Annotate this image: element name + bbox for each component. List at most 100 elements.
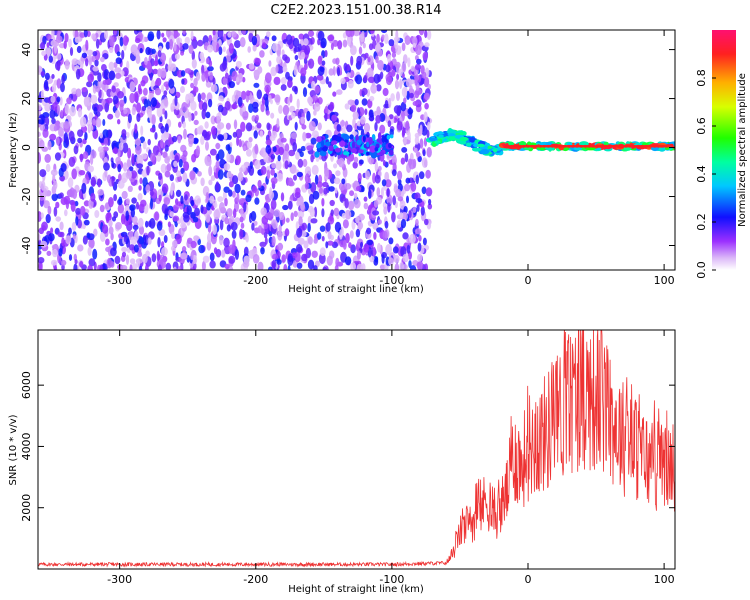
- heatmap-noise-cell: [209, 72, 213, 81]
- heatmap-noise-cell: [138, 225, 145, 235]
- heatmap-noise-cell: [196, 126, 203, 135]
- heatmap-noise-cell: [368, 43, 374, 51]
- heatmap-noise-cell: [108, 219, 113, 227]
- heatmap-noise-cell: [287, 200, 293, 210]
- heatmap-noise-cell: [127, 113, 132, 124]
- heatmap-noise-cell: [369, 95, 375, 102]
- heatmap-noise-cell: [88, 124, 94, 132]
- heatmap-noise-cell: [239, 167, 243, 173]
- heatmap-noise-cell: [231, 103, 238, 110]
- heatmap-noise-cell: [375, 55, 379, 64]
- heatmap-noise-cell: [313, 109, 317, 116]
- heatmap-noise-cell: [225, 122, 231, 130]
- heatmap-noise-cell: [280, 137, 287, 143]
- heatmap-noise-cell: [246, 149, 252, 157]
- heatmap-noise-cell: [77, 244, 84, 252]
- heatmap-noise-cell: [229, 141, 233, 148]
- heatmap-noise-cell: [311, 250, 318, 258]
- heatmap-noise-cell: [296, 262, 303, 269]
- heatmap-noise-cell: [197, 39, 204, 47]
- heatmap-noise-cell: [151, 253, 157, 263]
- heatmap-noise-cell: [185, 93, 190, 104]
- heatmap-noise-cell: [169, 38, 174, 50]
- heatmap-ridge-cell: [574, 144, 580, 148]
- heatmap-noise-cell: [233, 208, 237, 219]
- heatmap-noise-cell: [90, 94, 98, 105]
- heatmap-noise-cell: [409, 92, 414, 99]
- heatmap-noise-cell: [375, 115, 381, 124]
- heatmap-noise-cell: [338, 157, 345, 168]
- heatmap-noise-cell: [51, 193, 58, 202]
- heatmap-echo-cell: [356, 139, 362, 146]
- heatmap-noise-cell: [271, 130, 278, 139]
- colorbar-tick-label: 0.0: [695, 261, 708, 279]
- heatmap-echo-cell: [322, 146, 328, 152]
- heatmap-noise-cell: [223, 237, 230, 248]
- heatmap-noise-cell: [263, 231, 268, 239]
- heatmap-noise-cell: [299, 151, 304, 158]
- heatmap-noise-cell: [145, 263, 149, 270]
- heatmap-noise-cell: [247, 140, 252, 149]
- heatmap-noise-cell: [64, 32, 69, 43]
- heatmap-noise-cell: [99, 132, 103, 139]
- heatmap-noise-cell: [366, 227, 372, 235]
- snr-x-label: Height of straight line (km): [288, 584, 424, 595]
- heatmap-noise-cell: [69, 47, 74, 56]
- heatmap-noise-cell: [368, 115, 375, 122]
- heatmap-noise-cell: [113, 62, 118, 68]
- heatmap-noise-cell: [298, 33, 305, 40]
- heatmap-noise-cell: [237, 96, 243, 107]
- heatmap-noise-cell: [318, 187, 323, 194]
- heatmap-noise-cell: [188, 134, 195, 145]
- heatmap-noise-cell: [92, 51, 98, 57]
- heatmap-noise-cell: [384, 171, 390, 182]
- heatmap-noise-cell: [208, 179, 213, 186]
- heatmap-noise-cell: [190, 240, 197, 249]
- heatmap-noise-cell: [407, 57, 411, 68]
- heatmap-noise-cell: [312, 95, 318, 101]
- heatmap-noise-cell: [284, 143, 290, 153]
- heatmap-noise-cell: [56, 53, 62, 61]
- heatmap-noise-cell: [226, 170, 232, 178]
- heatmap-noise-cell: [102, 119, 106, 126]
- heatmap-noise-cell: [237, 171, 244, 182]
- heatmap-noise-cell: [129, 258, 136, 265]
- heatmap-noise-cell: [372, 222, 379, 230]
- heatmap-echo-cell: [374, 147, 379, 152]
- heatmap-noise-cell: [195, 145, 201, 156]
- heatmap-ridge-cell: [655, 144, 662, 148]
- heatmap-noise-cell: [314, 85, 320, 94]
- heatmap-noise-cell: [311, 80, 316, 90]
- heatmap-noise-cell: [163, 90, 168, 96]
- heatmap-noise-cell: [241, 30, 246, 36]
- heatmap-noise-cell: [424, 218, 429, 226]
- heatmap-noise-cell: [200, 92, 206, 101]
- heatmap-noise-cell: [147, 237, 152, 245]
- heatmap-noise-cell: [97, 146, 104, 153]
- heatmap-noise-cell: [299, 238, 304, 246]
- heatmap-noise-cell: [236, 192, 240, 204]
- heatmap-noise-cell: [149, 73, 153, 81]
- heatmap-noise-cell: [271, 35, 277, 42]
- heatmap-noise-cell: [381, 254, 385, 264]
- heatmap-noise-cell: [90, 155, 94, 165]
- heatmap-noise-cell: [206, 202, 212, 211]
- heatmap-noise-cell: [217, 104, 224, 113]
- heatmap-noise-cell: [378, 165, 382, 172]
- heatmap-noise-cell: [417, 155, 422, 163]
- heatmap-echo-cell: [336, 136, 342, 143]
- heatmap-noise-cell: [53, 180, 58, 190]
- heatmap-noise-cell: [226, 224, 231, 232]
- heatmap-noise-cell: [424, 102, 429, 110]
- heatmap-noise-cell: [228, 43, 234, 54]
- heatmap-noise-cell: [321, 235, 325, 242]
- heatmap-noise-cell: [59, 192, 64, 199]
- heatmap-echo-cell: [434, 131, 445, 135]
- heatmap-noise-cell: [156, 221, 163, 231]
- heatmap-noise-cell: [46, 42, 50, 48]
- heatmap-noise-cell: [63, 195, 71, 205]
- heatmap-noise-cell: [147, 31, 155, 41]
- heatmap-noise-cell: [317, 122, 322, 131]
- heatmap-noise-cell: [208, 165, 213, 177]
- heatmap-noise-cell: [54, 152, 62, 161]
